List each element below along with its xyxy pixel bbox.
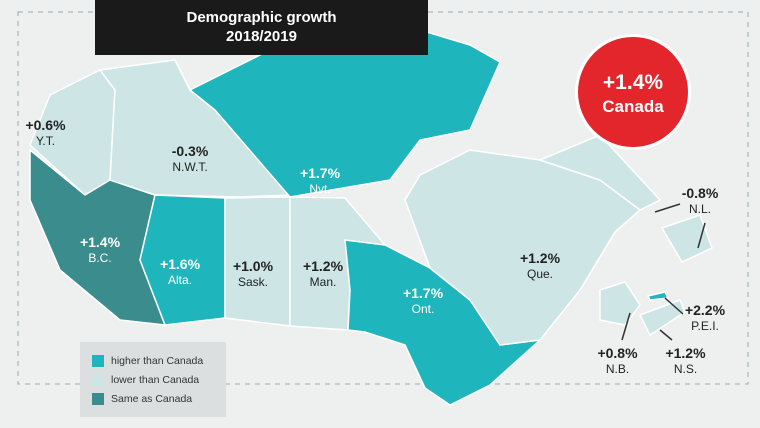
region-abbr: Ont. (411, 302, 435, 316)
label-sask: +1.0% Sask. (223, 258, 283, 290)
label-bc: +1.4% B.C. (70, 234, 130, 266)
title-line-2: 2018/2019 (226, 28, 297, 45)
title-line-1: Demographic growth (186, 9, 337, 26)
national-growth-badge: +1.4% Canada (578, 37, 688, 147)
region-value: +1.0% (232, 258, 274, 274)
region-ns (638, 299, 686, 337)
region-value: +1.6% (159, 256, 201, 272)
region-nl-labrador (537, 134, 662, 211)
national-name: Canada (602, 97, 664, 116)
legend-label: higher than Canada (111, 354, 204, 367)
label-que: +1.2% Que. (510, 250, 570, 282)
label-ont: +1.7% Ont. (393, 285, 453, 317)
region-value: +0.6% (25, 117, 66, 133)
label-ns: +1.2% N.S. (658, 345, 713, 377)
region-abbr: Que. (526, 267, 553, 281)
region-value: +1.7% (299, 165, 341, 181)
region-abbr: Sask. (237, 275, 268, 289)
region-value: +1.2% (302, 258, 344, 274)
region-pei (646, 291, 670, 301)
label-pei: +2.2% P.E.I. (680, 302, 730, 334)
legend-swatch (92, 373, 104, 386)
region-value: +0.8% (597, 345, 638, 361)
region-nl-island (660, 214, 713, 263)
region-abbr: Man. (309, 275, 337, 289)
region-value: +1.2% (519, 250, 561, 266)
legend-item-lower: lower than Canada (92, 370, 226, 389)
region-abbr: Alta. (167, 273, 192, 287)
legend-item-higher: higher than Canada (92, 351, 226, 370)
region-abbr: N.L. (688, 202, 711, 216)
region-abbr: P.E.I. (691, 319, 719, 333)
label-man: +1.2% Man. (293, 258, 353, 290)
legend-label: lower than Canada (111, 373, 200, 386)
legend-swatch (92, 392, 104, 405)
region-value: -0.3% (171, 143, 209, 159)
region-value: +1.4% (79, 234, 121, 250)
label-nwt: -0.3% N.W.T. (150, 143, 230, 175)
legend: higher than Canada lower than Canada Sam… (80, 342, 226, 417)
label-nvt: +1.7% Nvt. (290, 165, 350, 197)
region-abbr: Nvt. (309, 182, 331, 196)
region-value: +1.2% (665, 345, 706, 361)
region-value: +2.2% (684, 302, 726, 318)
region-value: -0.8% (681, 185, 719, 201)
national-value: +1.4% (602, 71, 664, 94)
label-yt: +0.6% Y.T. (18, 117, 73, 149)
legend-label: Same as Canada (111, 392, 193, 405)
label-alta: +1.6% Alta. (150, 256, 210, 288)
label-nb: +0.8% N.B. (590, 345, 645, 377)
region-nwt (98, 59, 292, 198)
region-abbr: N.S. (673, 362, 698, 376)
region-alta (139, 194, 226, 326)
region-value: +1.7% (402, 285, 444, 301)
region-abbr: Y.T. (35, 134, 56, 148)
region-nb (599, 281, 641, 326)
map-title: Demographic growth 2018/2019 (95, 0, 428, 55)
legend-swatch (92, 354, 104, 367)
label-nl: -0.8% N.L. (675, 185, 725, 217)
legend-item-same: Same as Canada (92, 389, 226, 408)
region-abbr: B.C. (88, 251, 112, 265)
region-abbr: N.W.T. (172, 160, 208, 174)
leader-lines (621, 203, 706, 341)
region-abbr: N.B. (605, 362, 630, 376)
